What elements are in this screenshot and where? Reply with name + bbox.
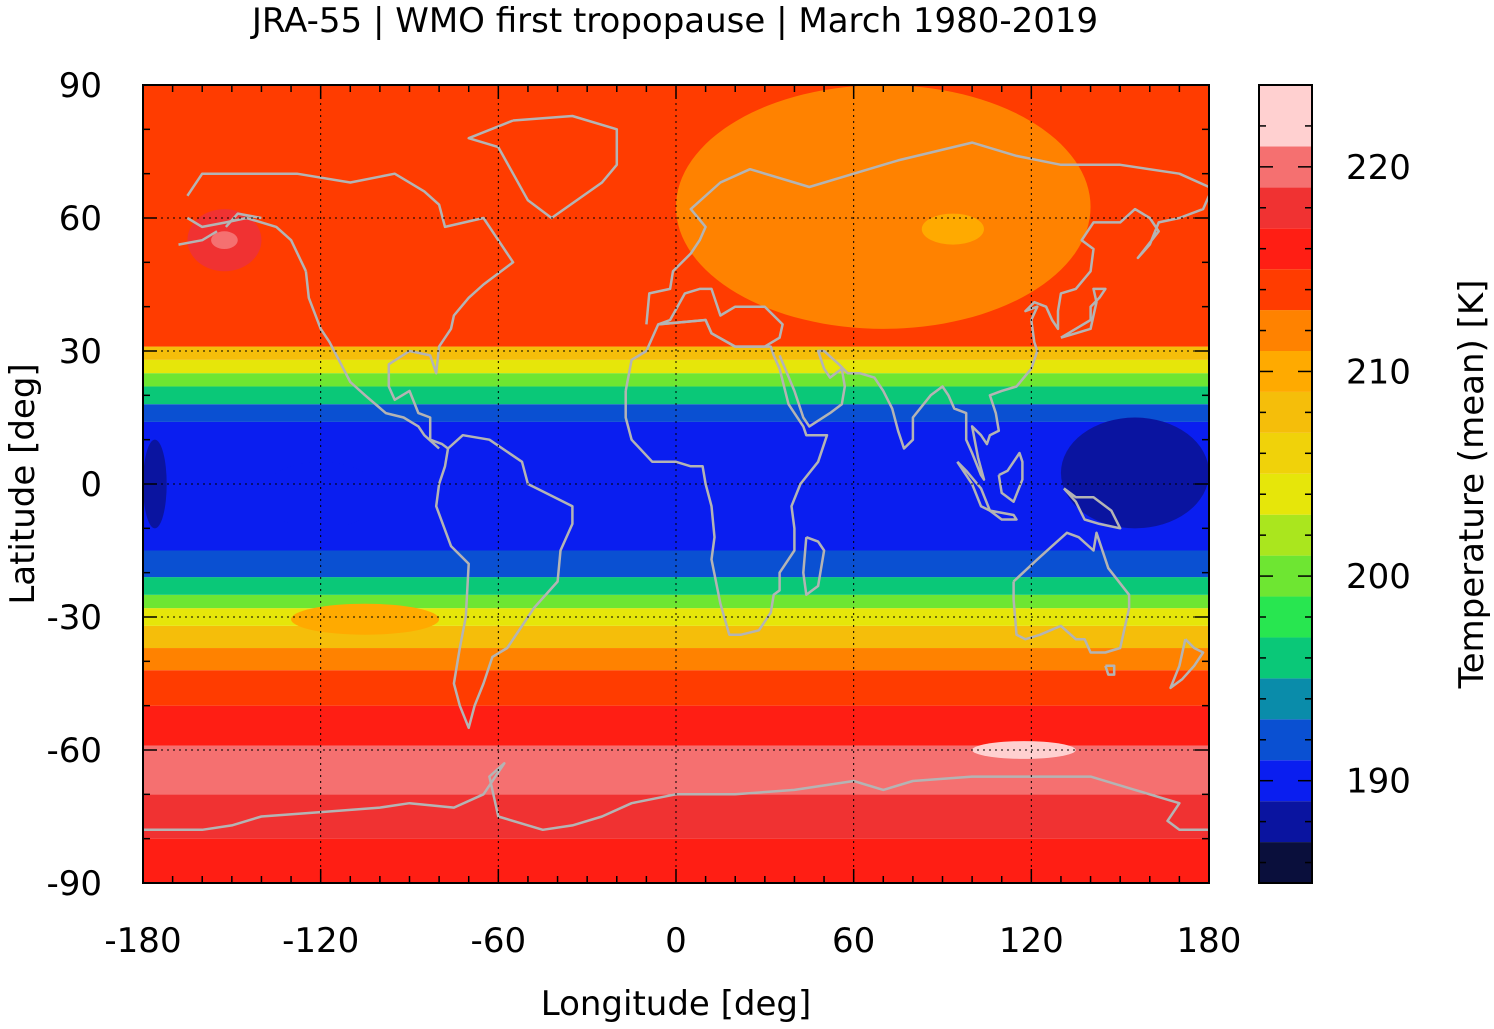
colorbar-tick-label: 200 xyxy=(1346,557,1411,597)
map-panel: -180 -120 -60 0 60 120 180 90 60 30 0 -30 -60 -90 Lo… xyxy=(3,66,1241,1024)
colorbar-frame xyxy=(1258,84,1313,884)
colorbar-tick-labels: 220 210 200 190 xyxy=(1346,148,1411,802)
colorbar-label: Temperature (mean) [K] xyxy=(1452,280,1492,690)
y-tick-label: 90 xyxy=(59,66,102,106)
gridlines xyxy=(143,85,1209,883)
colorbar-tick-label: 210 xyxy=(1346,352,1411,392)
x-tick-label: -60 xyxy=(471,921,527,961)
colorbar-swatch xyxy=(1259,187,1312,229)
colorbar: 220 210 200 190 Temperature (mean) [K] xyxy=(1258,84,1492,884)
field-band xyxy=(143,359,1209,374)
coastline xyxy=(186,172,515,450)
field-band xyxy=(143,346,1209,360)
x-tick-label: 60 xyxy=(832,921,875,961)
y-tick-label: -60 xyxy=(46,731,102,771)
coastline xyxy=(1169,638,1205,690)
chart-title: JRA-55 | WMO first tropopause | March 19… xyxy=(250,1,1098,41)
colorbar-swatch xyxy=(1259,596,1312,638)
x-tick-label: 120 xyxy=(999,921,1064,961)
colorbar-swatch xyxy=(1259,719,1312,761)
coastline xyxy=(645,141,1209,325)
field-band xyxy=(143,386,1209,405)
coastline xyxy=(1012,531,1131,654)
y-tick-label: -90 xyxy=(46,864,102,904)
coastline xyxy=(624,318,829,636)
colorbar-swatch xyxy=(1259,85,1312,147)
colorbar-swatch xyxy=(1259,514,1312,556)
x-tick-label: 180 xyxy=(1177,921,1242,961)
field-patch xyxy=(921,213,984,245)
colorbar-swatch xyxy=(1259,473,1312,515)
y-tick-label: 30 xyxy=(59,332,102,372)
colorbar-swatch xyxy=(1259,432,1312,474)
coastline xyxy=(1104,664,1116,676)
coastline xyxy=(224,212,262,228)
colorbar-swatch xyxy=(1259,637,1312,679)
field-patch xyxy=(972,741,1076,759)
colorbar-swatch xyxy=(1259,801,1312,843)
colorbar-swatches xyxy=(1259,85,1312,883)
colorbar-swatch xyxy=(1259,310,1312,351)
colorbar-tick-label: 220 xyxy=(1346,148,1411,188)
y-tick-label: 60 xyxy=(59,199,102,239)
field-patch xyxy=(211,231,238,250)
axis-ticks xyxy=(142,84,1210,884)
coastline xyxy=(434,433,574,730)
field-patch xyxy=(676,85,1091,329)
coastline xyxy=(143,762,1209,832)
field-band xyxy=(143,404,1209,422)
field-patch xyxy=(291,603,440,635)
colorbar-ticks xyxy=(1259,84,1312,864)
colorbar-swatch xyxy=(1259,391,1312,433)
y-tick-label: -30 xyxy=(46,598,102,638)
field-band xyxy=(143,794,1209,839)
coastline xyxy=(304,271,440,450)
colorbar-swatch xyxy=(1259,228,1312,270)
field-patch xyxy=(1060,417,1209,529)
colorbar-swatch xyxy=(1259,842,1312,883)
x-tick-labels: -180 -120 -60 0 60 120 180 xyxy=(104,921,1241,961)
coastline xyxy=(1062,487,1122,530)
x-tick-label: 0 xyxy=(665,921,687,961)
coastline xyxy=(178,230,218,246)
field-band xyxy=(143,705,1209,746)
field-band xyxy=(143,648,1209,671)
field-band xyxy=(143,577,1209,595)
coastline xyxy=(956,460,992,512)
field-band xyxy=(143,670,1209,706)
x-tick-label: -180 xyxy=(104,921,181,961)
y-tick-labels: 90 60 30 0 -30 -60 -90 xyxy=(46,66,102,904)
colorbar-swatch xyxy=(1259,269,1312,311)
field-patch xyxy=(261,461,380,529)
x-tick-label: -120 xyxy=(282,921,359,961)
coastline xyxy=(997,451,1024,503)
coastline xyxy=(989,509,1018,521)
x-axis-label: Longitude [deg] xyxy=(541,984,812,1024)
coastline xyxy=(1060,287,1107,339)
y-axis-label: Latitude [deg] xyxy=(3,363,43,604)
colorbar-tick-label: 190 xyxy=(1346,762,1411,802)
coastline xyxy=(778,195,1209,481)
coastline xyxy=(802,536,826,597)
y-tick-label: 0 xyxy=(80,465,102,505)
colorbar-swatch xyxy=(1259,678,1312,720)
